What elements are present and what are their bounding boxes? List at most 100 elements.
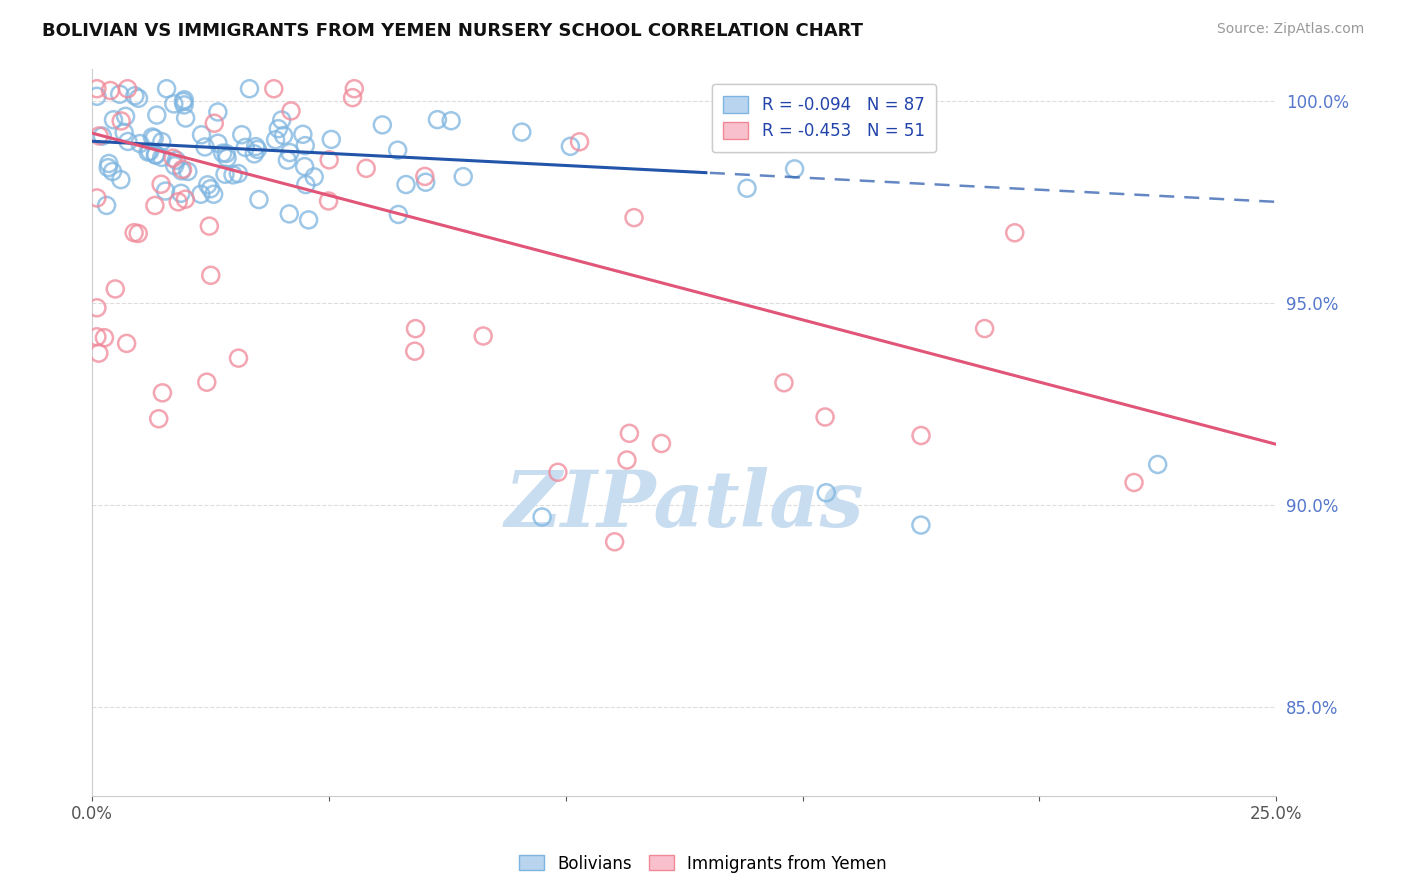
Point — [1146, 458, 1168, 472]
Point — [177, 164, 200, 178]
Point — [146, 108, 169, 122]
Legend: Bolivians, Immigrants from Yemen: Bolivians, Immigrants from Yemen — [513, 848, 893, 880]
Point — [145, 148, 167, 162]
Point — [342, 90, 364, 104]
Point — [231, 128, 253, 142]
Point — [200, 182, 222, 196]
Point — [650, 436, 672, 450]
Point — [318, 153, 340, 167]
Point — [152, 385, 174, 400]
Point — [167, 194, 190, 209]
Text: ZIPatlas: ZIPatlas — [505, 467, 863, 543]
Point — [200, 268, 222, 283]
Point — [387, 207, 409, 221]
Point — [174, 192, 197, 206]
Point — [108, 87, 131, 102]
Text: BOLIVIAN VS IMMIGRANTS FROM YEMEN NURSERY SCHOOL CORRELATION CHART: BOLIVIAN VS IMMIGRANTS FROM YEMEN NURSER… — [42, 22, 863, 40]
Point — [143, 131, 166, 145]
Point — [115, 336, 138, 351]
Point — [96, 198, 118, 212]
Point — [343, 81, 366, 95]
Point — [247, 193, 270, 207]
Point — [246, 143, 269, 157]
Point — [214, 167, 236, 181]
Point — [162, 151, 184, 165]
Point — [104, 282, 127, 296]
Point — [141, 130, 163, 145]
Point — [211, 146, 233, 161]
Point — [233, 140, 256, 154]
Point — [318, 194, 340, 208]
Point — [97, 156, 120, 170]
Point — [783, 161, 806, 176]
Point — [197, 178, 219, 192]
Point — [243, 147, 266, 161]
Point — [190, 128, 212, 142]
Point — [170, 186, 193, 201]
Point — [238, 81, 260, 95]
Point — [117, 135, 139, 149]
Point — [173, 98, 195, 112]
Point — [98, 83, 121, 97]
Point — [302, 169, 325, 184]
Point — [124, 88, 146, 103]
Point — [616, 453, 638, 467]
Point — [110, 114, 132, 128]
Point — [472, 329, 495, 343]
Point — [215, 151, 238, 165]
Point — [150, 150, 173, 164]
Point — [354, 161, 377, 176]
Point — [207, 105, 229, 120]
Point — [190, 187, 212, 202]
Point — [172, 162, 194, 177]
Point — [86, 301, 108, 315]
Point — [170, 164, 193, 178]
Point — [603, 534, 626, 549]
Point — [86, 330, 108, 344]
Point — [172, 95, 194, 109]
Point — [404, 344, 426, 359]
Point — [136, 145, 159, 160]
Point — [547, 465, 569, 479]
Point — [280, 103, 302, 118]
Point — [510, 125, 533, 139]
Point — [1004, 226, 1026, 240]
Point — [129, 136, 152, 151]
Point — [263, 81, 285, 95]
Point — [273, 128, 295, 143]
Point — [276, 153, 298, 168]
Point — [294, 160, 316, 174]
Point — [87, 128, 110, 143]
Point — [195, 375, 218, 389]
Point — [228, 351, 250, 366]
Point — [173, 93, 195, 107]
Point — [174, 111, 197, 125]
Point — [202, 116, 225, 130]
Point — [150, 178, 173, 192]
Point — [145, 148, 167, 162]
Text: Source: ZipAtlas.com: Source: ZipAtlas.com — [1216, 22, 1364, 37]
Point — [194, 140, 217, 154]
Point — [155, 184, 177, 198]
Point — [150, 135, 173, 149]
Point — [127, 91, 149, 105]
Point — [426, 112, 449, 127]
Point — [440, 113, 463, 128]
Point — [156, 81, 179, 95]
Point — [405, 321, 427, 335]
Point — [114, 109, 136, 123]
Point — [270, 113, 292, 128]
Point — [110, 172, 132, 186]
Point — [127, 227, 149, 241]
Point — [87, 346, 110, 360]
Point — [773, 376, 796, 390]
Point — [97, 161, 120, 175]
Point — [910, 428, 932, 442]
Point — [86, 191, 108, 205]
Point — [413, 169, 436, 184]
Point — [117, 81, 139, 95]
Point — [86, 81, 108, 95]
Point — [910, 518, 932, 533]
Point — [245, 139, 267, 153]
Point — [560, 139, 582, 153]
